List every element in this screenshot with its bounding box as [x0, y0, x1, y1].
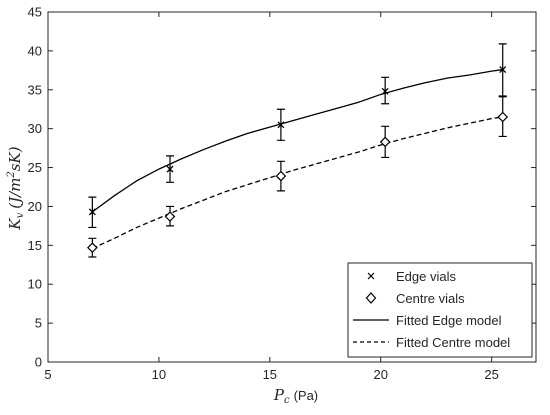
legend-label-fitted-edge-model: Fitted Edge model [396, 313, 502, 328]
edge-vials-point [88, 208, 96, 216]
y-tick-label: 30 [28, 121, 42, 136]
centre-vials-point [164, 211, 176, 222]
y-tick-label: 10 [28, 277, 42, 292]
y-axis-subscript: v [15, 212, 26, 218]
x-tick-label: 20 [373, 367, 387, 382]
centre-vials-point [275, 170, 287, 182]
y-axis-symbol: K [6, 218, 24, 231]
legend-entry-fitted-centre-model: Fitted Centre model [353, 335, 510, 350]
y-tick-label: 35 [28, 82, 42, 97]
x-axis-title: Pc (Pa) [273, 386, 318, 406]
legend-label-fitted-centre-model: Fitted Centre model [396, 335, 510, 350]
legend-diamond-marker-icon [365, 292, 377, 304]
edge-vials-point [277, 121, 285, 129]
y-axis-ticks: 0 5 10 15 20 25 30 35 40 45 [28, 5, 536, 370]
y-tick-label: 45 [28, 5, 42, 20]
edge-vials-point [166, 165, 174, 173]
legend-x-marker-icon [367, 272, 375, 280]
y-tick-label: 5 [35, 316, 42, 331]
legend-entry-centre-vials: Centre vials [365, 291, 465, 306]
fitted-edge-model-line [91, 68, 503, 213]
series-layer [87, 43, 509, 258]
legend-label-edge-vials: Edge vials [396, 269, 456, 284]
y-tick-label: 20 [28, 199, 42, 214]
legend-entry-fitted-edge-model: Fitted Edge model [353, 313, 502, 328]
y-axis-title: Kv (J/m2sK) [6, 146, 26, 230]
edge-vials-point [499, 66, 507, 74]
centre-vials-point [87, 242, 98, 254]
x-axis-subscript: c [284, 395, 290, 406]
y-tick-label: 25 [28, 160, 42, 175]
y-tick-label: 15 [28, 238, 42, 253]
x-tick-label: 5 [44, 367, 51, 382]
legend-box [347, 262, 533, 358]
y-axis-unit-end: sK) [6, 146, 24, 171]
edge-vials-point [381, 87, 389, 95]
y-tick-label: 0 [35, 355, 42, 370]
centre-vials-point [497, 111, 509, 123]
legend-label-centre-vials: Centre vials [396, 291, 465, 306]
plot-frame [47, 11, 537, 363]
x-axis-symbol: P [273, 386, 285, 404]
y-axis-unit-start: (J/m [6, 178, 24, 209]
y-axis-unit-superscript: 2 [6, 171, 17, 178]
x-axis-unit: (Pa) [294, 388, 319, 403]
y-tick-label: 40 [28, 43, 42, 58]
legend: Edge vials Centre vials Fitted Edge mode… [347, 262, 533, 358]
centre-vials-point [379, 136, 391, 148]
x-tick-label: 25 [484, 367, 498, 382]
x-axis-ticks: 5 10 15 20 25 [44, 12, 499, 382]
fitted-centre-model-line [92, 116, 503, 250]
x-tick-label: 10 [152, 367, 166, 382]
legend-entry-edge-vials: Edge vials [367, 269, 456, 284]
x-tick-label: 15 [263, 367, 277, 382]
